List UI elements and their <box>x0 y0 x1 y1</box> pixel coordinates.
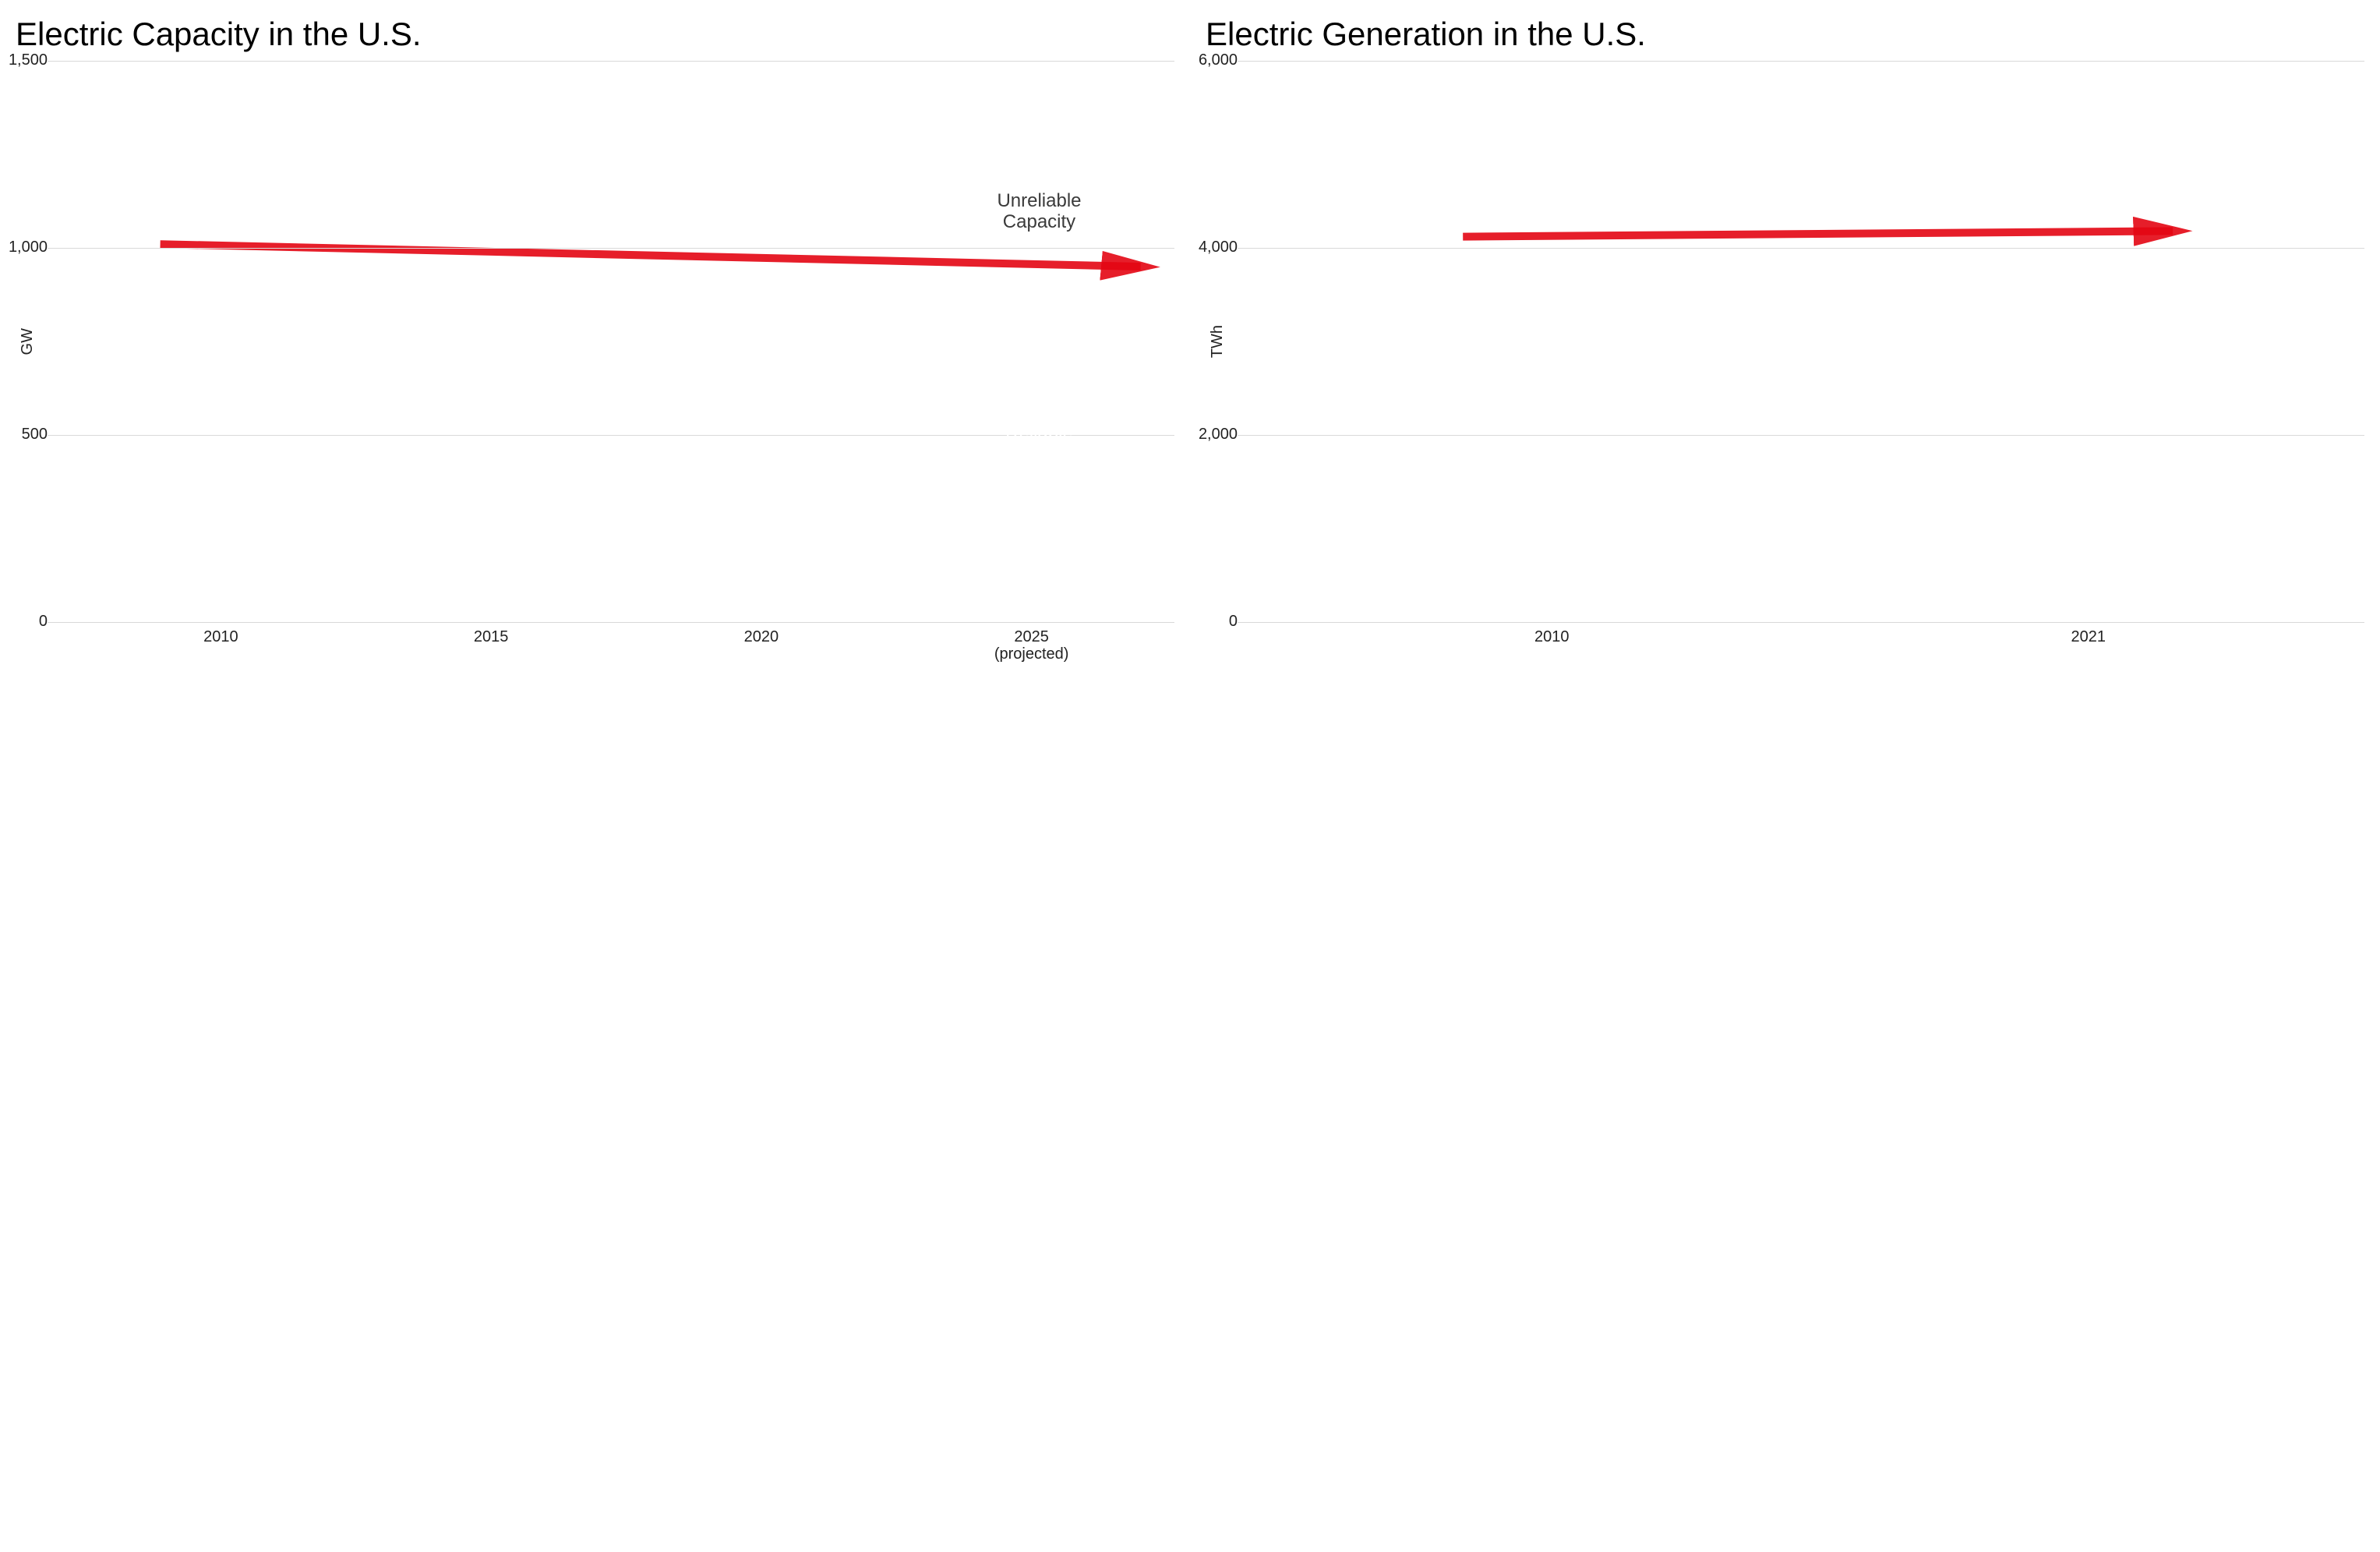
xtick-label: 2021 <box>1820 628 2357 645</box>
ytick-label: 0 <box>1229 613 1238 631</box>
generation-title: Electric Generation in the U.S. <box>1206 16 2364 53</box>
generation-plot <box>1238 61 2364 622</box>
ytick-label: 6,000 <box>1199 51 1238 69</box>
xtick-label: 2010 <box>1284 628 1820 645</box>
xtick-label: 2025 (projected) <box>896 628 1167 663</box>
generation-xaxis: 20102021 <box>1276 622 2364 645</box>
xtick-label: 2010 <box>86 628 356 663</box>
capacity-title: Electric Capacity in the U.S. <box>16 16 1174 53</box>
ytick-label: 1,000 <box>9 239 48 256</box>
capacity-bars <box>48 61 1174 622</box>
ytick-label: 0 <box>39 613 48 631</box>
ytick-label: 500 <box>22 426 48 444</box>
capacity-yaxis: 05001,0001,500 <box>40 61 48 622</box>
xtick-label: 2020 <box>627 628 897 663</box>
ytick-label: 4,000 <box>1199 239 1238 256</box>
capacity-ylabel: GW <box>16 328 40 355</box>
capacity-plot: Unreliable CapacityReliable Capacity <box>48 61 1174 622</box>
generation-chart: TWh 02,0004,0006,000 <box>1206 61 2364 622</box>
ytick-label: 1,500 <box>9 51 48 69</box>
capacity-chart: GW 05001,0001,500 Unreliable CapacityRel… <box>16 61 1174 622</box>
generation-yaxis: 02,0004,0006,000 <box>1230 61 1238 622</box>
ytick-label: 2,000 <box>1199 426 1238 444</box>
generation-ylabel: TWh <box>1206 325 1230 358</box>
generation-panel: Electric Generation in the U.S. TWh 02,0… <box>1206 16 2364 663</box>
capacity-panel: Electric Capacity in the U.S. GW 05001,0… <box>16 16 1174 663</box>
xtick-label: 2015 <box>356 628 627 663</box>
generation-trend-arrow <box>1238 61 2364 622</box>
capacity-xaxis: 2010201520202025 (projected) <box>78 622 1174 663</box>
